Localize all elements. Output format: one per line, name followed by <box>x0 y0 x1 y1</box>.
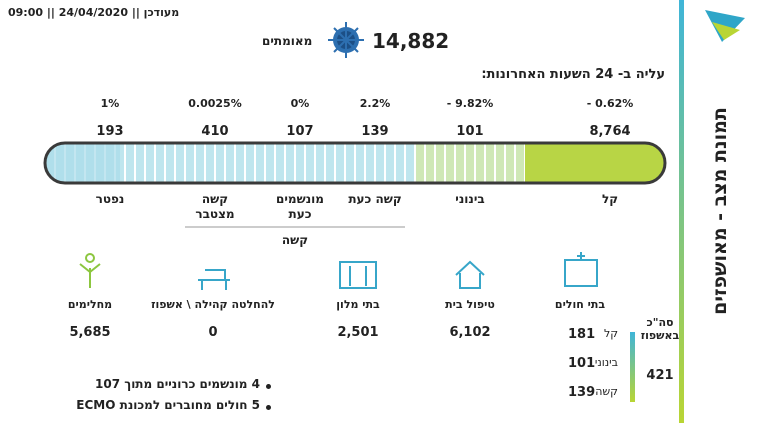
change: - 0.62% <box>586 97 634 110</box>
confirmed-label: מאומתים <box>262 34 313 48</box>
severity-label: קשה מצטבר <box>195 192 235 221</box>
location-label: בתי מלון <box>336 298 380 311</box>
bullet <box>266 405 271 410</box>
severity-label: מונשמים כעת <box>276 192 324 221</box>
hospital-bar <box>630 332 635 402</box>
side-rule <box>679 0 684 423</box>
location-count: 6,102 <box>449 325 491 340</box>
location-label: להחלטה קהילה \ אשפוז <box>151 298 275 311</box>
bullet <box>266 384 271 389</box>
group-label: קשה <box>281 233 309 247</box>
change: - 9.82% <box>446 97 494 110</box>
count: 101 <box>456 124 484 139</box>
severity-label: קשה כעת <box>348 192 402 206</box>
count: 139 <box>361 124 389 139</box>
note: 5 חולים מחוברים למכונת ECMO <box>76 398 260 412</box>
location-label: טיפול בית <box>445 298 495 311</box>
change-title: עליה ב- 24 השעות האחרונות: <box>481 67 665 82</box>
location-count: 0 <box>208 325 218 340</box>
severity-label: קל <box>601 192 619 206</box>
change: 1% <box>100 97 120 110</box>
count: 8,764 <box>589 124 631 139</box>
confirmed-count: 14,882 <box>372 29 450 53</box>
count: 107 <box>286 124 314 139</box>
virus-icon <box>328 22 364 58</box>
count: 193 <box>96 124 124 139</box>
updated: מעודכן || 24/04/2020 || 09:00 <box>8 6 180 19</box>
hospital-total-label: סה"כ באשפוז <box>640 316 680 342</box>
hospital-label: קשה <box>595 385 618 398</box>
thermometer <box>45 143 665 183</box>
change: 0% <box>290 97 310 110</box>
note: 4 מונשמים כרוניים מתוך 107 <box>95 377 260 391</box>
location-count: 2,501 <box>337 325 379 340</box>
hospital-total: 421 <box>646 368 674 383</box>
location-label: בתי חולים <box>554 298 606 311</box>
severity-label: נפטר <box>95 192 125 206</box>
severity-label: בינוני <box>455 192 485 206</box>
hospital-count: 139 <box>568 385 596 400</box>
hospital-label: קל <box>603 327 618 340</box>
hospital-count: 101 <box>568 356 596 371</box>
change: 0.0025% <box>188 97 242 110</box>
logo-accent <box>712 22 740 40</box>
count: 410 <box>201 124 229 139</box>
hospital-count: 181 <box>568 327 596 342</box>
icons <box>79 252 598 290</box>
location-label: מחלימים <box>67 298 113 311</box>
side-title: תמונת מצב - מאושפזים <box>709 107 731 315</box>
change: 2.2% <box>359 97 391 110</box>
hospital-label: בינוני <box>594 356 618 369</box>
location-count: 5,685 <box>69 325 111 340</box>
